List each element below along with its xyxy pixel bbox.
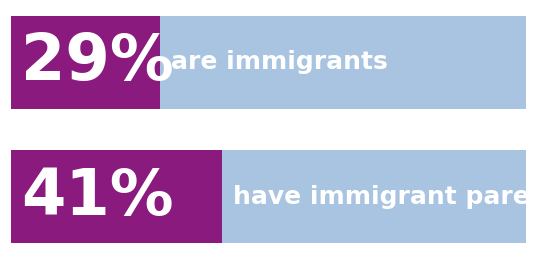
Bar (11, 16, 526, 109)
Text: are immigrants: are immigrants (171, 50, 388, 74)
Bar (11, 16, 160, 109)
Text: 29%: 29% (21, 31, 174, 93)
Text: have immigrant parents: have immigrant parents (233, 185, 537, 209)
Text: 41%: 41% (21, 166, 174, 228)
Bar (11, 150, 526, 243)
Bar (11, 150, 222, 243)
